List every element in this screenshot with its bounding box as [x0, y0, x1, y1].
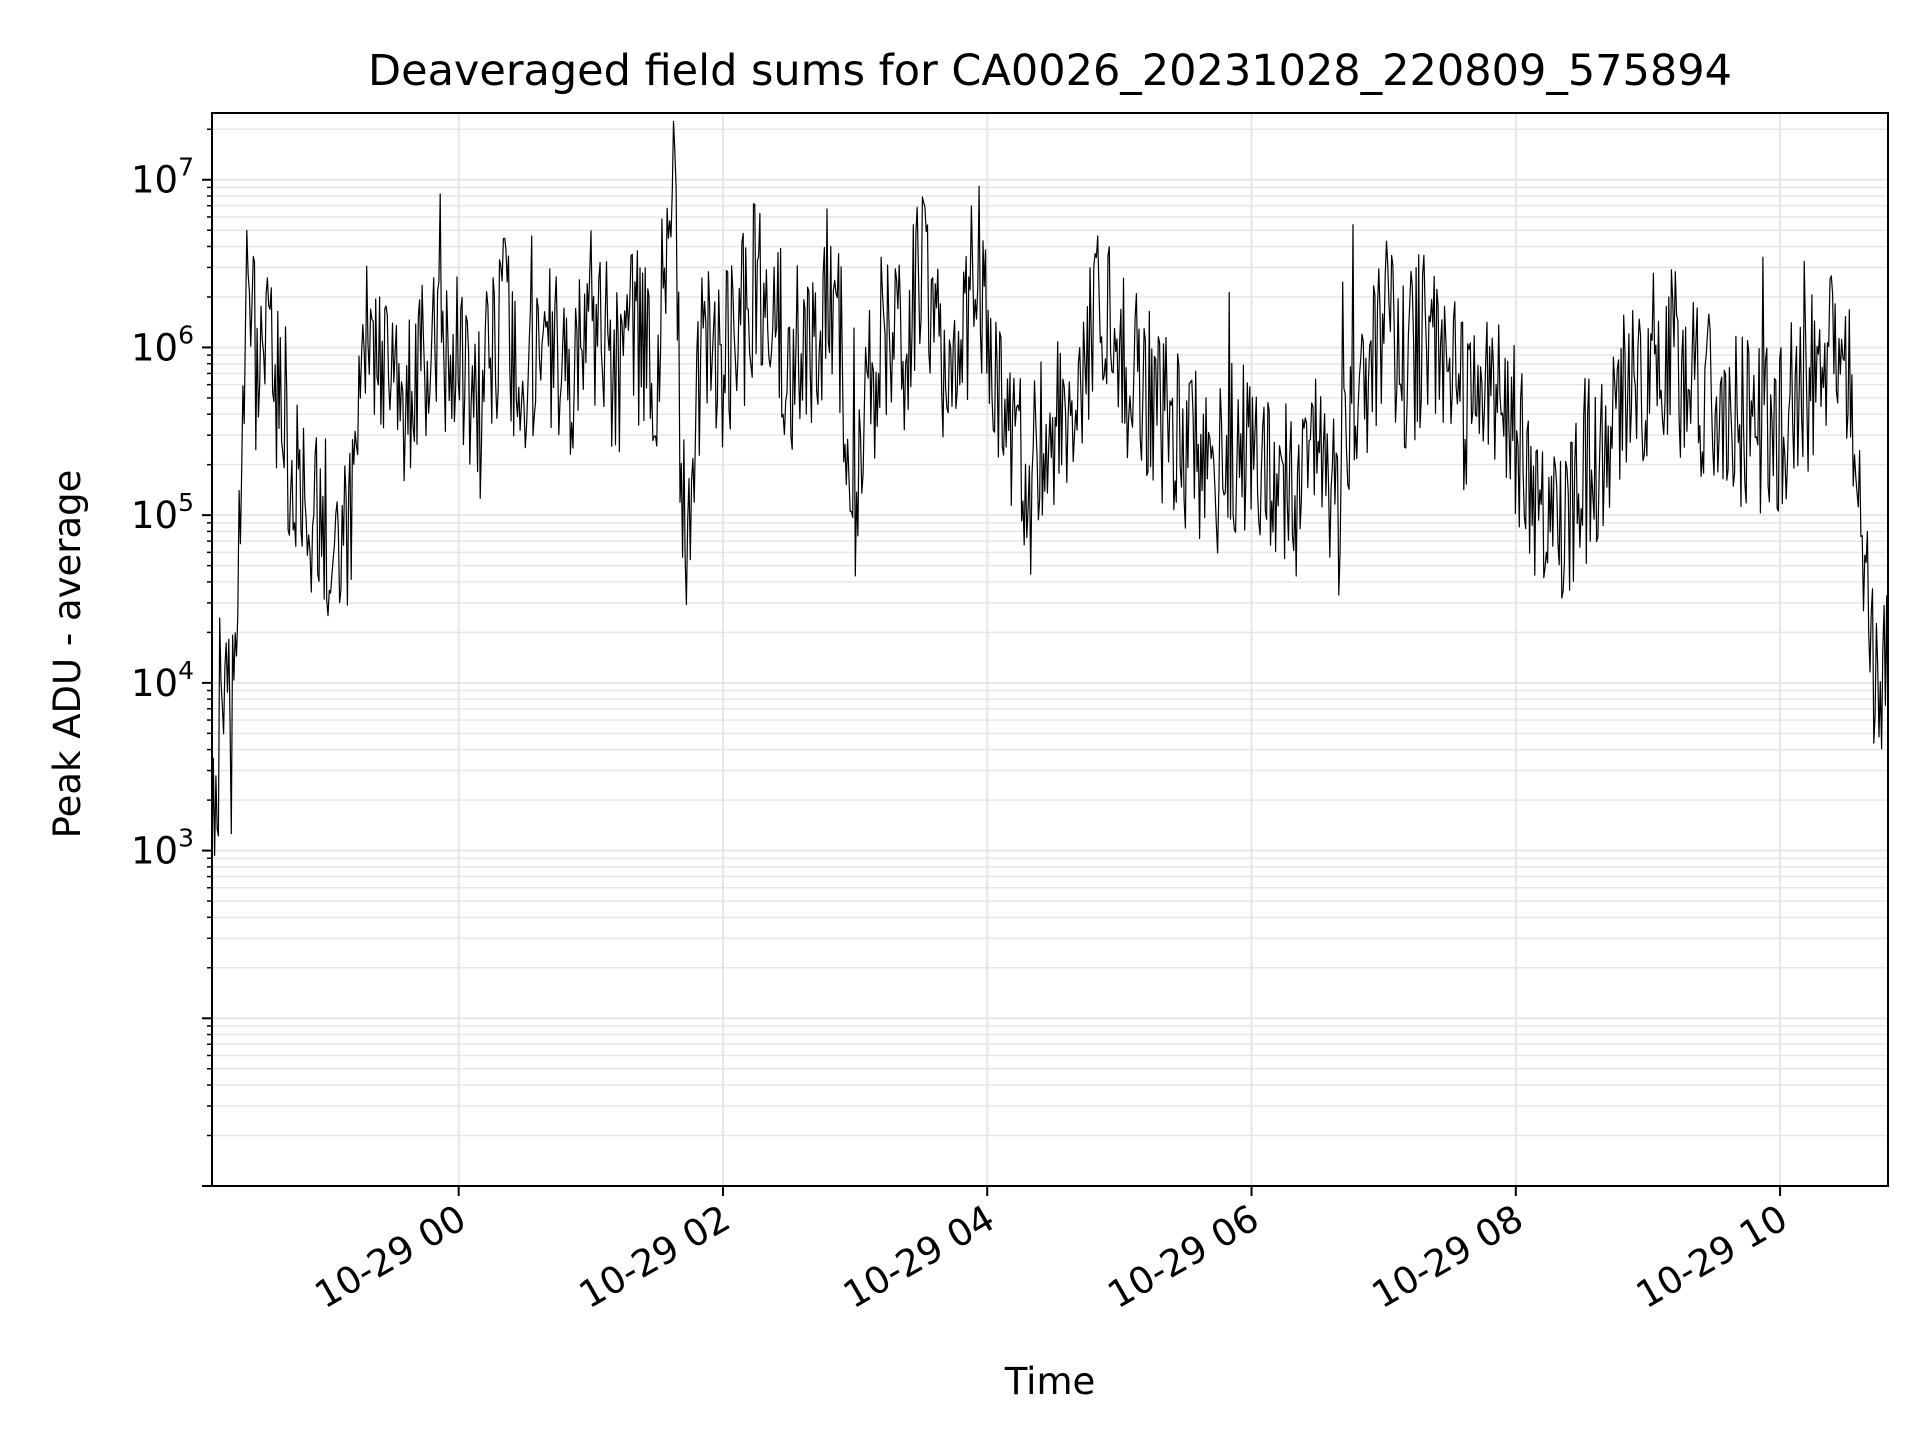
y-axis-label: Peak ADU - average: [46, 470, 89, 839]
series-line: [211, 120, 1889, 863]
chart-title: Deaveraged field sums for CA0026_2023102…: [368, 46, 1732, 96]
plot-frame: [211, 112, 1889, 1187]
y-tick-label: 106: [131, 320, 194, 369]
y-tick-label: 105: [131, 488, 194, 537]
y-axis: 103 104 105 106 107: [131, 128, 212, 1187]
y-tick-label: 103: [131, 824, 194, 873]
grid: [212, 113, 1888, 1187]
data-series: [211, 120, 1889, 863]
x-axis-label: Time: [1004, 1360, 1096, 1403]
y-tick-label: 107: [131, 153, 194, 202]
y-tick-label: 104: [131, 656, 194, 705]
